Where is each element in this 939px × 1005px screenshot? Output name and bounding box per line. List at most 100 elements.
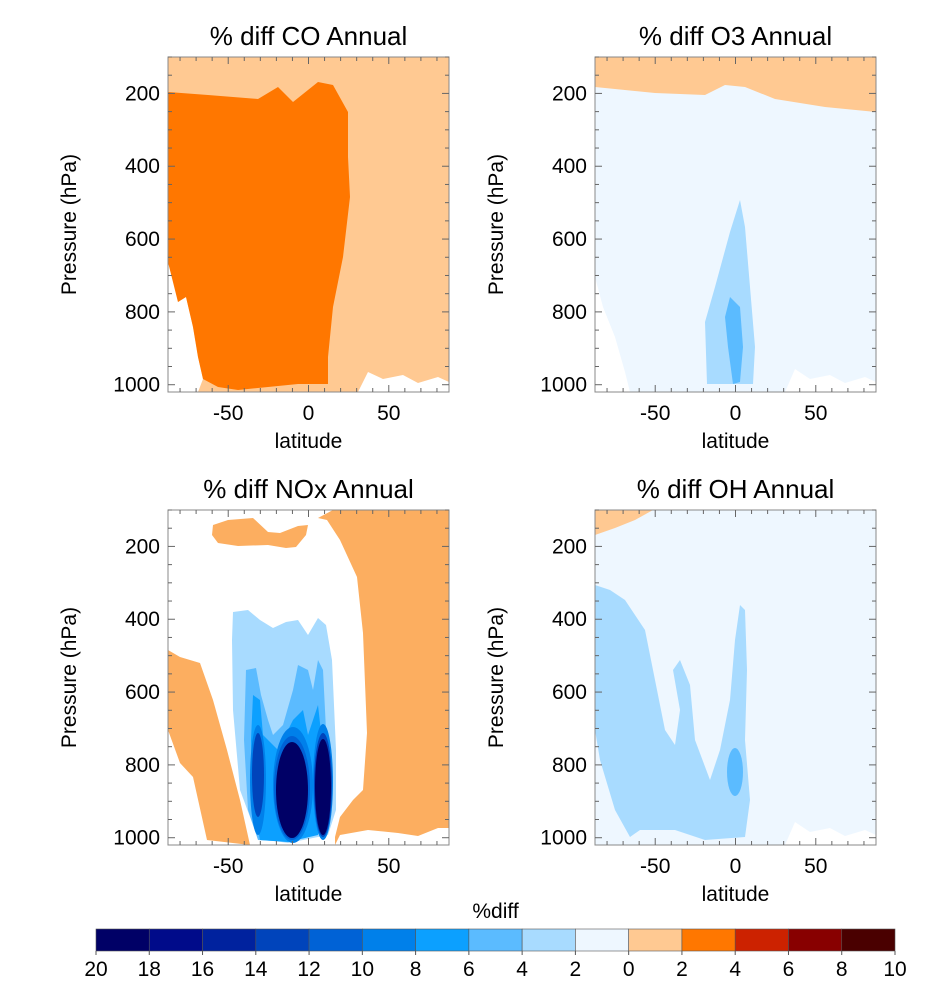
colorbar-tick-label: 0 xyxy=(623,958,635,981)
contour-level-neg18-neg20 xyxy=(315,739,331,835)
y-tick-label: 800 xyxy=(552,301,587,324)
contour-level-neg2-neg4 xyxy=(705,200,755,384)
panel-oh xyxy=(595,510,876,845)
axes-2: -50 0 50 200 400 600 800 1000 % diff NOx Annual l… xyxy=(58,474,450,906)
x-tick-label: 0 xyxy=(730,402,742,425)
y-axis-label: Pressure (hPa) xyxy=(485,607,508,748)
colorbar-swatch xyxy=(255,928,310,952)
contour-level-near-zero xyxy=(785,822,876,845)
x-tick-label: 50 xyxy=(377,855,400,878)
colorbar-swatch xyxy=(95,928,150,952)
colorbar-tick-label: 16 xyxy=(191,958,214,981)
colorbar-tick-label: 2 xyxy=(676,958,688,981)
colorbar-swatch xyxy=(468,928,523,952)
contour-level-near-zero xyxy=(785,369,876,392)
colorbar-tick-label: 18 xyxy=(138,958,161,981)
panel-o3 xyxy=(595,57,876,392)
colorbar-swatch xyxy=(734,928,789,952)
y-tick-label: 600 xyxy=(125,681,160,704)
y-tick-label: 400 xyxy=(552,155,587,178)
y-tick-label: 400 xyxy=(125,608,160,631)
y-tick-label: 200 xyxy=(552,82,587,105)
y-tick-label: 800 xyxy=(552,754,587,777)
contour-level-0-2 xyxy=(595,510,653,535)
x-tick-label: 50 xyxy=(804,855,827,878)
x-tick-label: 50 xyxy=(377,402,400,425)
contour-level-0-2 xyxy=(595,57,876,112)
contour-level-0-2 xyxy=(168,650,250,845)
colorbar-swatch xyxy=(415,928,470,952)
contour-level-0-2 xyxy=(212,518,308,548)
axes-0: -50 0 50 200 400 600 800 1000 % diff CO Annual la… xyxy=(58,21,450,453)
colorbar-tick-label: 6 xyxy=(463,958,475,981)
y-tick-label: 200 xyxy=(125,535,160,558)
x-axis-label: latitude xyxy=(702,430,770,453)
panel-nox xyxy=(168,510,449,845)
x-tick-label: 0 xyxy=(303,402,315,425)
contour-level-neg4-neg6 xyxy=(725,297,743,384)
colorbar-tick-label: 10 xyxy=(351,958,374,981)
colorbar-swatch xyxy=(788,928,843,952)
colorbar-swatch xyxy=(202,928,257,952)
y-tick-label: 200 xyxy=(125,82,160,105)
y-tick-label: 800 xyxy=(125,754,160,777)
y-tick-label: 600 xyxy=(552,681,587,704)
y-axis-label: Pressure (hPa) xyxy=(58,607,81,748)
panel-title: % diff O3 Annual xyxy=(639,21,832,51)
y-tick-label: 600 xyxy=(552,228,587,251)
colorbar-tick-label: 14 xyxy=(244,958,268,981)
panel-title: % diff CO Annual xyxy=(210,21,408,51)
colorbar-swatch xyxy=(575,928,629,952)
colorbar-swatch xyxy=(362,928,416,952)
y-tick-label: 1000 xyxy=(540,827,587,850)
y-tick-label: 400 xyxy=(125,155,160,178)
x-tick-label: -50 xyxy=(213,402,243,425)
y-tick-label: 200 xyxy=(552,535,587,558)
contour-level-neg12-neg14 xyxy=(252,733,264,817)
colorbar-swatch xyxy=(628,928,683,952)
x-tick-label: 50 xyxy=(804,402,827,425)
panel-title: % diff OH Annual xyxy=(637,474,835,504)
axes-1: -50 0 50 200 400 600 800 1000 % diff O3 Annual la… xyxy=(485,21,877,453)
y-tick-label: 1000 xyxy=(113,827,160,850)
x-axis-label: latitude xyxy=(275,430,343,453)
x-tick-label: -50 xyxy=(640,855,670,878)
colorbar-swatch xyxy=(148,928,203,952)
contour-level-near-zero xyxy=(358,372,449,392)
colorbar-tick-label: 8 xyxy=(410,958,422,981)
x-axis-label: latitude xyxy=(275,883,343,906)
x-tick-label: -50 xyxy=(640,402,670,425)
y-tick-label: 1000 xyxy=(540,374,587,397)
contour-level-2-4 xyxy=(168,82,350,390)
colorbar-tick-label: 8 xyxy=(836,958,848,981)
y-tick-label: 800 xyxy=(125,301,160,324)
colorbar-tick-label: 4 xyxy=(729,958,741,981)
x-tick-label: -50 xyxy=(213,855,243,878)
axes-3: -50 0 50 200 400 600 800 1000 % diff OH Annual la… xyxy=(485,474,877,906)
contour-level-neg4-neg6 xyxy=(727,748,743,796)
colorbar-tick-label: 10 xyxy=(883,958,906,981)
contour-level-0-2 xyxy=(318,510,449,845)
contour-level-neg2-neg4 xyxy=(595,585,750,840)
contour-level-neg18-neg20 xyxy=(276,742,308,838)
x-tick-label: 0 xyxy=(730,855,742,878)
y-tick-label: 1000 xyxy=(113,374,160,397)
contour-level-near-zero xyxy=(595,277,630,392)
panel-co xyxy=(168,57,449,392)
colorbar-title: %diff xyxy=(472,900,518,923)
x-axis-label: latitude xyxy=(702,883,770,906)
colorbar-swatch xyxy=(841,928,896,952)
colorbar-swatch xyxy=(308,928,363,952)
colorbar-tick-label: 12 xyxy=(297,958,320,981)
y-tick-label: 400 xyxy=(552,608,587,631)
colorbar-tick-label: 20 xyxy=(84,958,107,981)
y-tick-label: 600 xyxy=(125,228,160,251)
x-tick-label: 0 xyxy=(303,855,315,878)
colorbar-swatch xyxy=(521,928,576,952)
contour-level-near-zero xyxy=(168,262,203,392)
axes-layer: -50 0 50 200 400 600 800 1000 % diff CO Annual la… xyxy=(58,21,877,906)
panel-title: % diff NOx Annual xyxy=(203,474,414,504)
